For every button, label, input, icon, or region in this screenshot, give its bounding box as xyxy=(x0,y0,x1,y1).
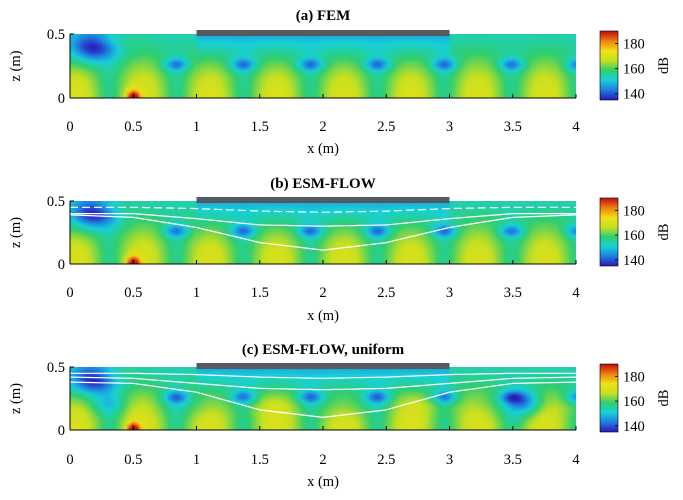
x-tick-label: 3 xyxy=(446,119,453,135)
x-tick-label: 0 xyxy=(66,285,73,301)
x-axis-label: x (m) xyxy=(307,141,339,157)
x-tick-label: 0.5 xyxy=(124,452,142,468)
contour-line xyxy=(70,372,576,379)
x-tick-label: 2 xyxy=(319,119,326,135)
colorbar-frame xyxy=(599,197,619,267)
x-tick-label: 3.5 xyxy=(504,119,522,135)
y-tick-label: 0.5 xyxy=(47,194,65,210)
liner-bar xyxy=(196,197,450,203)
contour-line xyxy=(70,206,576,213)
x-tick-label: 0.5 xyxy=(124,285,142,301)
x-tick-label: 3.5 xyxy=(504,285,522,301)
x-tick-label: 2 xyxy=(319,452,326,468)
colorbar-tick-label: 160 xyxy=(623,228,645,244)
liner-bar xyxy=(196,363,450,369)
x-tick-label: 1.5 xyxy=(251,285,269,301)
colorbar-gradient xyxy=(600,364,618,432)
colorbar-tick-label: 140 xyxy=(623,87,645,103)
x-tick-label: 2.5 xyxy=(377,452,395,468)
panel-title: (a) FEM xyxy=(296,8,351,24)
y-axis-label: z (m) xyxy=(8,217,24,248)
x-tick-label: 2.5 xyxy=(377,285,395,301)
colorbar-label: dB xyxy=(656,224,672,241)
x-tick-label: 1 xyxy=(193,452,200,468)
colorbar: 140 160 180 dB xyxy=(599,363,672,435)
colorbar-frame xyxy=(599,363,619,433)
liner-bar xyxy=(196,30,450,36)
x-tick-label: 3 xyxy=(446,452,453,468)
contour-line xyxy=(69,381,577,419)
colorbar-label: dB xyxy=(656,390,672,407)
x-tick-label: 0 xyxy=(66,119,73,135)
x-tick-label: 2 xyxy=(319,285,326,301)
panel-title: (c) ESM-FLOW, uniform xyxy=(242,342,405,358)
x-axis-label: x (m) xyxy=(307,308,339,324)
x-tick-label: 4 xyxy=(572,285,580,301)
panel-3: 0 0.5 1 1.5 2 2.5 3 3.5 4 0 0.5 (c) ESM-FLOW, unifo… xyxy=(8,342,672,490)
colorbar-tick-label: 140 xyxy=(623,419,645,435)
x-axis-label: x (m) xyxy=(307,474,339,490)
y-tick-label: 0.5 xyxy=(47,27,65,43)
colorbar-label: dB xyxy=(656,57,672,74)
colorbar: 140 160 180 dB xyxy=(599,197,672,269)
y-tick-label: 0 xyxy=(58,257,65,273)
panel-1: 0 0.5 1 1.5 2 2.5 3 3.5 4 0 0.5 (a) FEM x (m) z (m) 14… xyxy=(8,8,672,157)
contour-line xyxy=(69,214,577,251)
colorbar-tick-label: 180 xyxy=(623,369,645,385)
x-tick-label: 1 xyxy=(193,285,200,301)
x-tick-label: 3 xyxy=(446,285,453,301)
contour-line xyxy=(70,213,576,227)
x-tick-label: 3.5 xyxy=(504,452,522,468)
x-tick-label: 1.5 xyxy=(251,452,269,468)
colorbar-tick-label: 180 xyxy=(623,37,645,53)
colorbar-gradient xyxy=(600,198,618,266)
y-axis-label: z (m) xyxy=(8,50,24,81)
y-tick-label: 0 xyxy=(58,423,65,439)
y-tick-label: 0.5 xyxy=(47,360,65,376)
x-tick-label: 0.5 xyxy=(124,119,142,135)
x-tick-label: 1 xyxy=(193,119,200,135)
x-tick-label: 0 xyxy=(66,452,73,468)
colorbar-tick-label: 140 xyxy=(623,253,645,269)
x-tick-label: 1.5 xyxy=(251,119,269,135)
colorbar-tick-label: 160 xyxy=(623,394,645,410)
colorbar-frame xyxy=(599,30,619,101)
colorbar-tick-label: 180 xyxy=(623,203,645,219)
y-tick-label: 0 xyxy=(58,91,65,107)
heatmap-field xyxy=(70,367,576,430)
colorbar-tick-label: 160 xyxy=(623,62,645,78)
panel-title: (b) ESM-FLOW xyxy=(270,176,375,192)
heatmap-field xyxy=(70,34,576,98)
contour-line xyxy=(69,376,577,391)
x-tick-label: 2.5 xyxy=(377,119,395,135)
x-tick-label: 4 xyxy=(572,452,580,468)
colorbar-gradient xyxy=(600,31,618,100)
heatmap-field xyxy=(70,201,576,264)
colorbar: 140 160 180 dB xyxy=(599,30,672,103)
panel-2: 0 0.5 1 1.5 2 2.5 3 3.5 4 0 0.5 (b) ESM-FLOW x (m) z … xyxy=(8,176,672,324)
x-tick-label: 4 xyxy=(572,119,580,135)
y-axis-label: z (m) xyxy=(8,383,24,414)
